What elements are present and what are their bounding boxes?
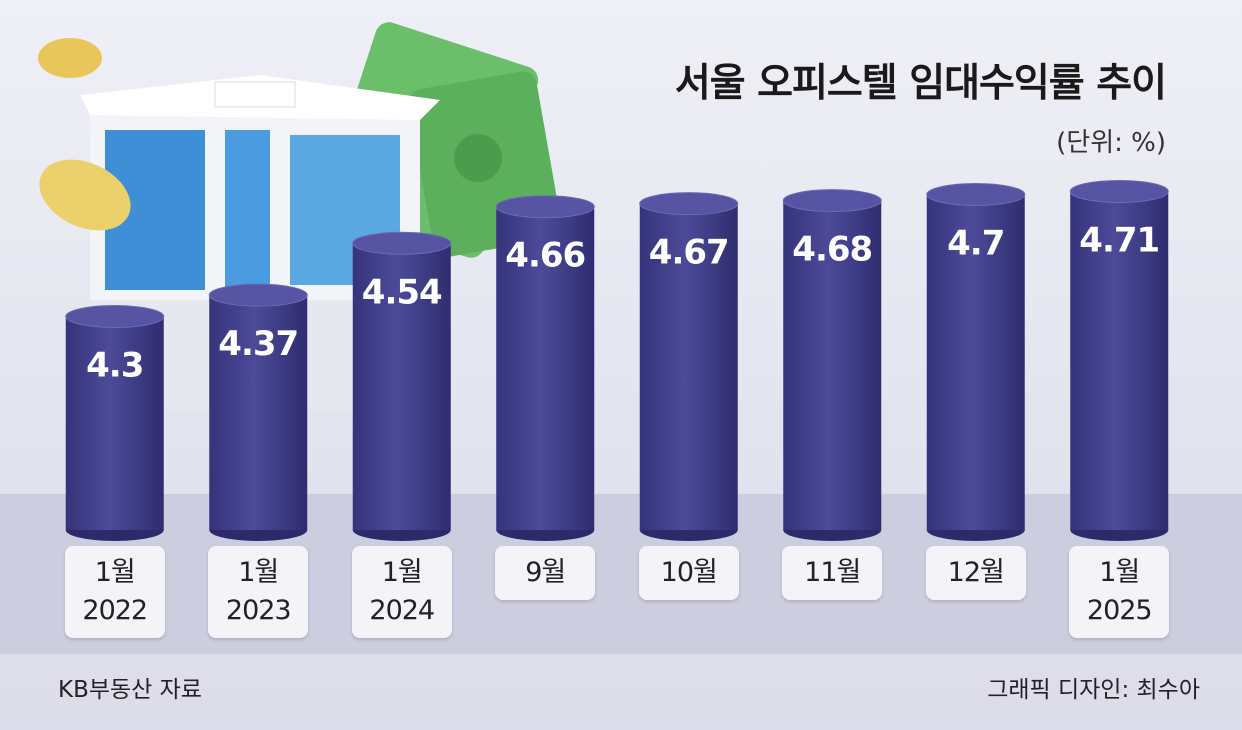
value-label: 4.3: [86, 346, 143, 386]
x-tick-label: 1월 2022: [64, 546, 165, 638]
bar: [65, 316, 164, 530]
bar: [926, 194, 1025, 530]
source: KB부동산 자료: [58, 677, 202, 703]
x-tick-label: 11월: [782, 546, 883, 600]
bar: [639, 203, 738, 530]
bar: [209, 295, 308, 530]
unit-label: (단위: %): [1056, 128, 1166, 158]
floor-band: [0, 494, 1242, 654]
bar: [1070, 191, 1169, 530]
bar-top: [926, 183, 1026, 206]
chart-title: 서울 오피스텔 임대수익률 추이: [674, 61, 1167, 106]
x-tick-label: 9월: [495, 546, 596, 600]
bar-top: [208, 283, 308, 307]
x-tick-label: 10월: [638, 546, 739, 600]
value-label: 4.67: [649, 233, 729, 273]
bar-top: [1069, 179, 1169, 203]
value-label: 4.71: [1079, 220, 1159, 260]
value-label: 4.7: [947, 224, 1004, 264]
bar-top: [352, 231, 452, 255]
value-label: 4.66: [505, 236, 585, 276]
bar-top: [782, 189, 882, 213]
bar: [496, 206, 595, 530]
bar-top: [495, 195, 595, 219]
bar-top: [639, 192, 739, 216]
x-tick-label: 1월 2023: [208, 546, 309, 638]
bar-top: [65, 305, 165, 328]
x-tick-label: 1월 2024: [351, 546, 452, 638]
bar: [352, 243, 451, 531]
value-label: 4.68: [792, 230, 872, 270]
bar: [783, 200, 882, 530]
x-tick-label: 1월 2025: [1069, 546, 1170, 638]
x-tick-label: 12월: [925, 546, 1026, 600]
value-label: 4.54: [362, 272, 442, 312]
credit: 그래픽 디자인: 최수아: [987, 677, 1200, 703]
value-label: 4.37: [218, 324, 298, 364]
